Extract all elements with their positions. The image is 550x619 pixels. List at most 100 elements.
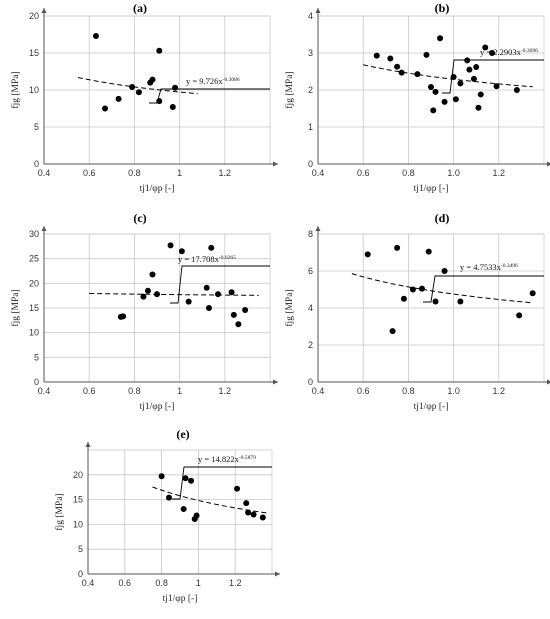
- y-tick-label: 20: [29, 11, 39, 21]
- data-point: [230, 311, 237, 318]
- y-axis-arrow: [315, 8, 321, 13]
- data-point: [482, 44, 489, 51]
- trendline: [77, 76, 198, 95]
- data-point: [452, 96, 459, 103]
- data-point: [414, 71, 421, 78]
- y-tick-label: 0: [308, 377, 313, 387]
- data-point: [243, 500, 250, 507]
- data-point: [418, 285, 425, 292]
- data-point: [516, 312, 523, 319]
- data-point: [387, 55, 394, 62]
- data-point: [158, 473, 165, 480]
- data-point: [441, 98, 448, 105]
- y-tick-label: 15: [73, 495, 83, 505]
- equation-base: y = 17.708x: [178, 254, 220, 264]
- y-tick-label: 5: [34, 122, 39, 132]
- chart-panel-2: (b) 0.4 0.6 0.8 1.0 1.2 0 1 2 3 4 tj1/φp [-] fjg [MP…: [284, 1, 550, 194]
- y-axis-arrow: [41, 226, 47, 231]
- y-tick-label: 20: [29, 278, 39, 288]
- chart-panel-4: (d) 0.4 0.6 0.8 1.0 1.2 0 2 4 6 8 tj1/φp [-] fjg [MP…: [284, 211, 550, 412]
- equation-exponent: -0.5879: [239, 455, 256, 461]
- y-tick-label: 25: [29, 254, 39, 264]
- x-tick-label: 0.8: [155, 578, 168, 588]
- x-tick-label: 1: [177, 386, 182, 396]
- trendline-equation: y = 4.7533x-0.3496: [460, 262, 518, 272]
- equation-exponent: -0.3096: [521, 48, 538, 54]
- y-axis-label: fjg [MPa]: [10, 71, 21, 108]
- data-point: [115, 95, 122, 102]
- data-point: [129, 84, 136, 91]
- data-point: [394, 244, 401, 251]
- data-point: [215, 291, 222, 298]
- data-point: [185, 298, 192, 305]
- data-point: [477, 91, 484, 98]
- data-point: [228, 289, 235, 296]
- data-point: [149, 76, 156, 83]
- data-point: [156, 98, 163, 105]
- y-tick-label: 20: [73, 470, 83, 480]
- trendline: [351, 273, 533, 304]
- x-axis-arrow: [273, 379, 278, 385]
- x-axis-arrow: [273, 161, 278, 167]
- data-point: [437, 35, 444, 42]
- data-point: [92, 32, 99, 39]
- data-point: [430, 107, 437, 114]
- data-point: [193, 512, 200, 519]
- data-point: [394, 63, 401, 70]
- equation-base: y = 2.2903x: [480, 47, 522, 57]
- y-axis-arrow: [85, 442, 91, 447]
- y-tick-label: 3: [308, 48, 313, 58]
- y-tick-label: 0: [78, 569, 83, 579]
- equation-callout-line: [442, 59, 544, 94]
- y-tick-label: 10: [73, 519, 83, 529]
- equation-callout-line: [149, 88, 270, 104]
- x-axis-label: tj1/φp [-]: [140, 402, 175, 412]
- panel-label: (c): [133, 211, 146, 225]
- data-point: [203, 284, 210, 291]
- data-point: [450, 74, 457, 81]
- panel-label: (a): [133, 1, 147, 15]
- data-point: [205, 305, 212, 311]
- x-tick-label: 1.2: [493, 386, 506, 396]
- trendline-equation: y = 9.726x-0.3086: [186, 76, 240, 86]
- x-tick-label: 1.0: [447, 168, 460, 178]
- x-tick-label: 0.4: [312, 386, 325, 396]
- data-point: [432, 298, 439, 305]
- x-axis-arrow: [275, 571, 280, 577]
- x-tick-label: 1.2: [219, 386, 232, 396]
- data-point: [457, 298, 464, 305]
- panel-label: (b): [435, 1, 450, 15]
- trendline: [89, 292, 259, 296]
- data-point: [149, 271, 156, 278]
- y-tick-label: 15: [29, 303, 39, 313]
- data-point: [182, 475, 189, 482]
- y-tick-label: 10: [29, 85, 39, 95]
- data-point: [466, 66, 473, 73]
- x-axis-arrow: [547, 379, 550, 385]
- y-tick-label: 1: [308, 122, 313, 132]
- data-point: [464, 57, 471, 64]
- data-point: [140, 293, 147, 300]
- data-point: [364, 251, 371, 258]
- x-tick-label: 0.8: [128, 168, 141, 178]
- data-point: [428, 84, 434, 91]
- data-point: [475, 104, 482, 111]
- y-tick-label: 4: [308, 303, 313, 313]
- y-tick-label: 5: [34, 352, 39, 362]
- equation-exponent: -0.0265: [219, 255, 236, 261]
- data-point: [425, 248, 432, 255]
- trendline-equation: y = 17.708x-0.0265: [178, 254, 236, 264]
- x-tick-label: 0.4: [312, 168, 325, 178]
- x-tick-label: 0.6: [357, 168, 370, 178]
- equation-callout-line: [172, 466, 272, 500]
- x-tick-label: 1: [177, 168, 182, 178]
- trendline-equation: y = 2.2903x-0.3096: [480, 47, 538, 57]
- x-axis-arrow: [547, 161, 550, 167]
- data-point: [493, 83, 500, 90]
- data-point: [389, 328, 396, 335]
- y-axis-label: fjg [MPa]: [284, 289, 295, 326]
- x-axis-label: tj1/φp [-]: [140, 184, 175, 194]
- data-point: [188, 477, 195, 484]
- y-tick-label: 30: [29, 229, 39, 239]
